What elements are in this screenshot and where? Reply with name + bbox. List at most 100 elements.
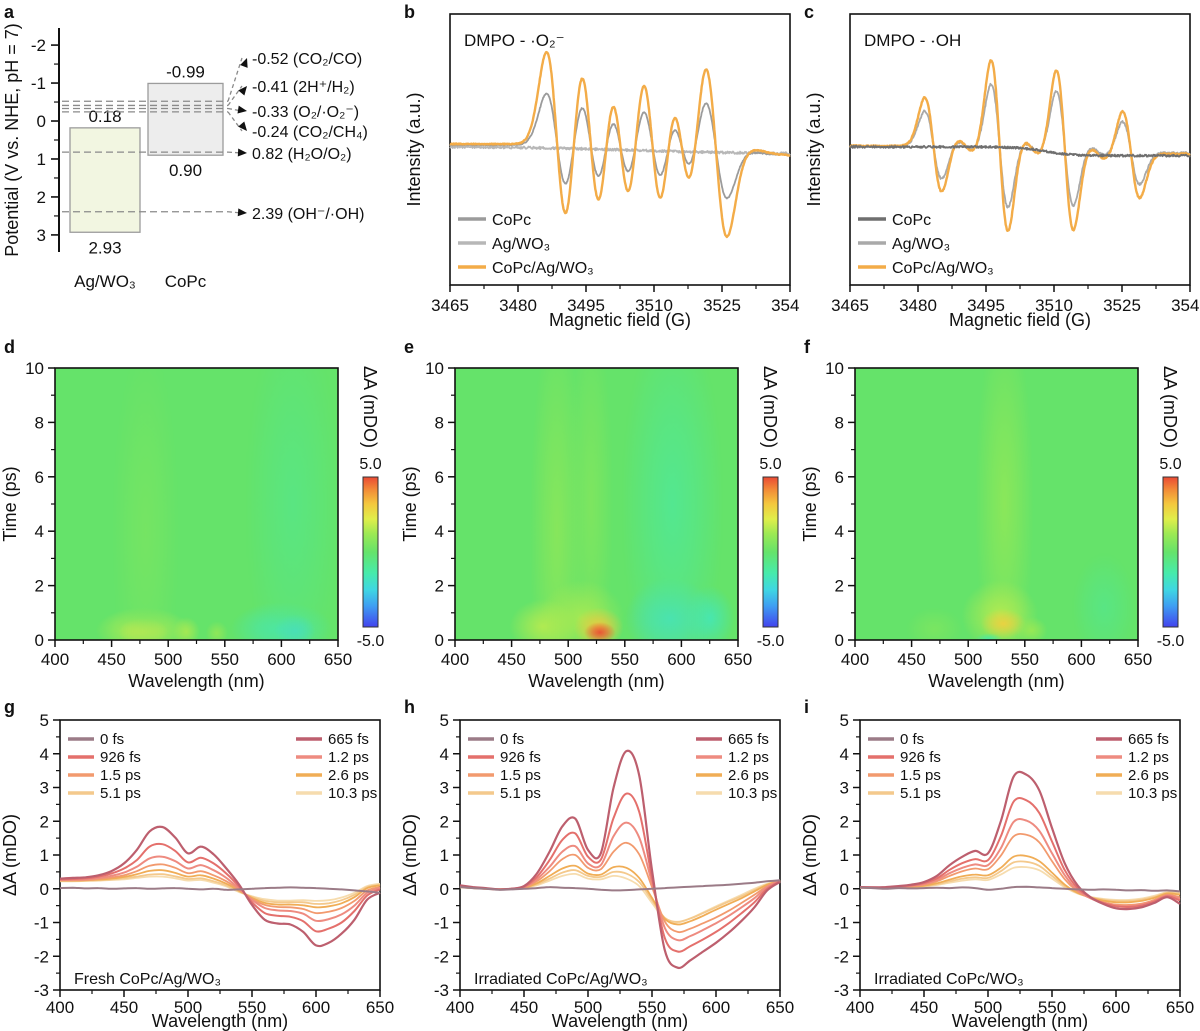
svg-text:550: 550 (1038, 998, 1066, 1017)
panel-letter-b: b (404, 2, 415, 22)
svg-text:ΔA (mDO): ΔA (mDO) (360, 366, 380, 448)
svg-text:-0.41 (2H⁺/H₂): -0.41 (2H⁺/H₂) (252, 79, 355, 96)
epr-spectrum-chart-b: 3465 3480 3495 3510 3525 3540 Magnetic field (… (404, 13, 800, 330)
svg-text:3525: 3525 (703, 296, 741, 315)
svg-text:2: 2 (840, 812, 849, 831)
svg-text:10: 10 (25, 359, 44, 378)
transient-absorption-heatmap-f (855, 368, 1138, 640)
svg-text:3540: 3540 (1171, 296, 1200, 315)
svg-text:600: 600 (1067, 650, 1095, 669)
panel-letter-a: a (4, 2, 15, 22)
svg-text:0 fs: 0 fs (100, 731, 124, 748)
svg-text:8: 8 (35, 413, 44, 432)
svg-text:0: 0 (35, 631, 44, 650)
svg-text:5: 5 (440, 711, 449, 730)
svg-text:3: 3 (37, 226, 46, 245)
svg-text:Time (ps): Time (ps) (800, 466, 820, 541)
svg-text:3: 3 (840, 779, 849, 798)
panel-letter-c: c (804, 2, 815, 22)
svg-text:6: 6 (435, 468, 444, 487)
svg-text:Wavelength (nm): Wavelength (nm) (528, 671, 664, 691)
svg-text:3495: 3495 (567, 296, 605, 315)
svg-text:Potential (V vs. NHE, pH = 7): Potential (V vs. NHE, pH = 7) (2, 23, 22, 257)
svg-text:1: 1 (440, 846, 449, 865)
svg-text:926 fs: 926 fs (900, 749, 941, 766)
heatmap-axes-f: 400 450 500 550 600 650 0 2 4 6 8 10 Wavelength (nm)… (800, 359, 1185, 691)
panel-letter-h: h (404, 697, 415, 717)
svg-text:Ag/WO₃: Ag/WO₃ (492, 236, 550, 253)
svg-text:-5.0: -5.0 (757, 633, 785, 650)
epr-spectrum-chart-c: 3465 3480 3495 3510 3525 3540 Magnetic field (… (804, 13, 1200, 330)
energy-diagram-chart: Potential (V vs. NHE, pH = 7) -2 -1 0 1 2 3 0.1… (2, 23, 368, 291)
svg-text:650: 650 (724, 650, 752, 669)
svg-text:500: 500 (574, 998, 602, 1017)
svg-text:500: 500 (154, 650, 182, 669)
svg-text:2: 2 (35, 577, 44, 596)
svg-text:3510: 3510 (635, 296, 673, 315)
svg-text:CoPc/Ag/WO₃: CoPc/Ag/WO₃ (492, 260, 594, 277)
svg-text:-0.99: -0.99 (166, 62, 205, 81)
delta-a-spectra-chart-g: 400 450 500 550 600 650 -3 -2 -1 0 1 2 3 4 5 Wavelength… (0, 711, 394, 1031)
panel-spectra-irradiated-copc-wo3: i 400 450 500 550 600 650 -3 -2 -1 0 1 2 3 4 5 Wavelengt… (800, 695, 1200, 1031)
svg-text:3540: 3540 (771, 296, 800, 315)
transient-absorption-heatmap-e (455, 368, 738, 640)
svg-text:CoPc: CoPc (165, 272, 207, 291)
svg-text:0: 0 (435, 631, 444, 650)
svg-text:-5.0: -5.0 (1157, 633, 1185, 650)
svg-text:3465: 3465 (831, 296, 869, 315)
svg-text:2: 2 (835, 577, 844, 596)
svg-text:450: 450 (897, 650, 925, 669)
svg-text:550: 550 (238, 998, 266, 1017)
svg-text:-3: -3 (34, 981, 49, 1000)
svg-text:10: 10 (425, 359, 444, 378)
svg-text:5: 5 (40, 711, 49, 730)
svg-text:2.6 ps: 2.6 ps (1128, 767, 1169, 784)
svg-text:Irradiated CoPc/Ag/WO₃: Irradiated CoPc/Ag/WO₃ (474, 971, 648, 988)
svg-text:2.6 ps: 2.6 ps (728, 767, 769, 784)
svg-text:400: 400 (41, 650, 69, 669)
svg-text:-0.24 (CO₂/CH₄): -0.24 (CO₂/CH₄) (252, 124, 368, 141)
svg-text:3: 3 (440, 779, 449, 798)
svg-text:450: 450 (510, 998, 538, 1017)
svg-text:2: 2 (40, 812, 49, 831)
svg-text:6: 6 (35, 468, 44, 487)
svg-text:10.3 ps: 10.3 ps (728, 785, 777, 802)
svg-text:400: 400 (46, 998, 74, 1017)
svg-text:5: 5 (840, 711, 849, 730)
svg-text:500: 500 (974, 998, 1002, 1017)
panel-heatmap-fresh: d 400 450 500 550 600 650 0 2 4 6 8 10 Wavelength (nm… (0, 335, 400, 695)
svg-text:10.3 ps: 10.3 ps (1128, 785, 1177, 802)
svg-text:1: 1 (840, 846, 849, 865)
svg-text:ΔA (mDO): ΔA (mDO) (0, 814, 20, 896)
svg-text:450: 450 (97, 650, 125, 669)
panel-epr-hydroxyl: c 3465 3480 3495 3510 3525 3540 Magnetic field … (800, 0, 1200, 332)
svg-text:550: 550 (211, 650, 239, 669)
svg-text:Ag/WO₃: Ag/WO₃ (892, 236, 950, 253)
svg-text:6: 6 (835, 468, 844, 487)
svg-text:-1: -1 (34, 914, 49, 933)
svg-text:650: 650 (324, 650, 352, 669)
svg-text:400: 400 (446, 998, 474, 1017)
svg-text:650: 650 (766, 998, 794, 1017)
svg-text:CoPc: CoPc (492, 212, 531, 229)
svg-text:Magnetic field (G): Magnetic field (G) (949, 310, 1091, 330)
svg-text:-2: -2 (834, 947, 849, 966)
svg-text:ΔA (mDO): ΔA (mDO) (1160, 366, 1180, 448)
svg-text:Intensity (a.u.): Intensity (a.u.) (404, 92, 424, 206)
svg-text:650: 650 (366, 998, 394, 1017)
svg-text:8: 8 (835, 413, 844, 432)
svg-text:3480: 3480 (499, 296, 537, 315)
svg-text:-2: -2 (31, 36, 46, 55)
panel-letter-d: d (4, 337, 15, 357)
svg-text:-2: -2 (34, 947, 49, 966)
svg-text:2: 2 (435, 577, 444, 596)
svg-text:5.0: 5.0 (1159, 456, 1181, 473)
svg-text:550: 550 (611, 650, 639, 669)
svg-text:1.5 ps: 1.5 ps (500, 767, 541, 784)
svg-text:500: 500 (554, 650, 582, 669)
svg-text:450: 450 (497, 650, 525, 669)
panel-spectra-irradiated-copc-ag-wo3: h 400 450 500 550 600 650 -3 -2 -1 0 1 2 3 4 5 Wavelengt… (400, 695, 800, 1031)
svg-text:400: 400 (846, 998, 874, 1017)
svg-text:500: 500 (174, 998, 202, 1017)
